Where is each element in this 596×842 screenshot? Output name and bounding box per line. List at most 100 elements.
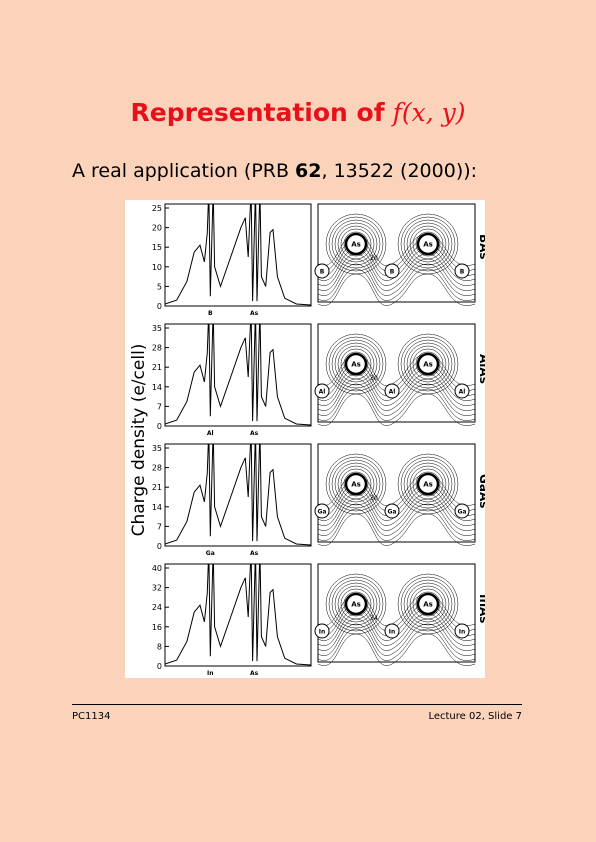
contour-value: 20 (370, 255, 378, 262)
contour-wave (317, 498, 476, 531)
contour-wave (317, 258, 476, 291)
atom-label: Al (389, 389, 396, 396)
contour-ring (343, 591, 369, 617)
x-label: As (250, 550, 259, 557)
plot-frame (164, 563, 312, 667)
contour-ring (334, 342, 378, 386)
contour-ring (412, 588, 444, 620)
contour-ring (400, 456, 456, 512)
atom (454, 623, 470, 639)
y-tick-label: 5 (157, 282, 162, 291)
y-tick-label: 10 (152, 263, 162, 272)
y-tick-label: 8 (157, 642, 162, 651)
atom (344, 472, 368, 496)
plot-frame (164, 443, 312, 547)
contour-wave (317, 628, 476, 661)
atom-label: Al (459, 389, 466, 396)
atom-label: Al (319, 389, 326, 396)
y-tick-label: 20 (152, 224, 162, 233)
density-curve (165, 204, 311, 306)
y-tick-label: 24 (152, 603, 162, 612)
y-tick-label: 0 (157, 542, 162, 551)
contour-ring (406, 222, 450, 266)
contour-ring (328, 456, 384, 512)
atom-label: As (351, 481, 361, 489)
density-curve (165, 564, 311, 666)
intro-before: A real application (PRB (72, 160, 290, 182)
contour-value: 30 (370, 375, 378, 382)
title-text: Representation of (130, 98, 385, 127)
contour-ring (343, 351, 369, 377)
atom (344, 592, 368, 616)
atom-label: As (423, 361, 433, 369)
contour-wave (317, 253, 476, 286)
atom-label: B (320, 269, 325, 276)
atom (454, 503, 470, 519)
contour-wave (317, 383, 476, 416)
slide-title: Representation of f(x, y) (0, 98, 596, 127)
atom (314, 503, 330, 519)
y-tick-label: 35 (152, 444, 162, 453)
atom-label: Ga (318, 509, 327, 516)
contour-ring (409, 465, 447, 503)
atom-label: In (459, 629, 466, 636)
x-label: Ga (206, 550, 215, 557)
contour-ring (403, 459, 453, 509)
contour-ring (337, 225, 375, 263)
contour-ring (340, 468, 372, 500)
title-math: f(x, y) (392, 98, 466, 127)
atom-label: B (460, 269, 465, 276)
contour-ring (328, 336, 384, 392)
contour-ring (337, 465, 375, 503)
x-label: Al (207, 430, 214, 437)
contour-wave (317, 378, 476, 411)
contour-ring (331, 339, 381, 389)
compound: InAs (477, 594, 485, 623)
atom (416, 352, 440, 376)
compound: GaAs (477, 474, 485, 508)
contour-ring (403, 339, 453, 389)
contour-ring (325, 213, 387, 275)
footer-rule (72, 704, 522, 705)
y-tick-label: 28 (152, 344, 162, 353)
compound: AlAs (477, 354, 485, 384)
contour-ring (337, 345, 375, 383)
contour-ring (325, 333, 387, 395)
plot-frame (164, 203, 312, 307)
intro-after: , 13522 (2000)): (321, 160, 478, 182)
contour-frame (317, 323, 476, 423)
contour-ring (337, 585, 375, 623)
contour-ring (409, 585, 447, 623)
atom-label: B (390, 269, 395, 276)
x-label: As (250, 430, 259, 437)
contour-wave (317, 623, 476, 656)
y-tick-label: 7 (157, 522, 162, 531)
contour-ring (415, 351, 441, 377)
contour-wave (317, 373, 476, 406)
x-label: B (208, 310, 213, 317)
contour-ring (412, 348, 444, 380)
contour-ring (397, 573, 459, 635)
atom (454, 383, 470, 399)
atom (344, 352, 368, 376)
contour-ring (412, 468, 444, 500)
contour-ring (403, 219, 453, 269)
contour-ring (397, 213, 459, 275)
atom (416, 472, 440, 496)
plot-frame (164, 323, 312, 427)
contour-ring (340, 348, 372, 380)
contour-ring (406, 462, 450, 506)
contour-value: 30 (370, 495, 378, 502)
contour-frame (317, 203, 476, 303)
contour-ring (403, 579, 453, 629)
contour-wave (317, 633, 476, 666)
atom (454, 263, 470, 279)
atom-label: As (423, 481, 433, 489)
contour-ring (412, 228, 444, 260)
contour-ring (325, 573, 387, 635)
atom-label: As (351, 601, 361, 609)
contour-ring (334, 462, 378, 506)
